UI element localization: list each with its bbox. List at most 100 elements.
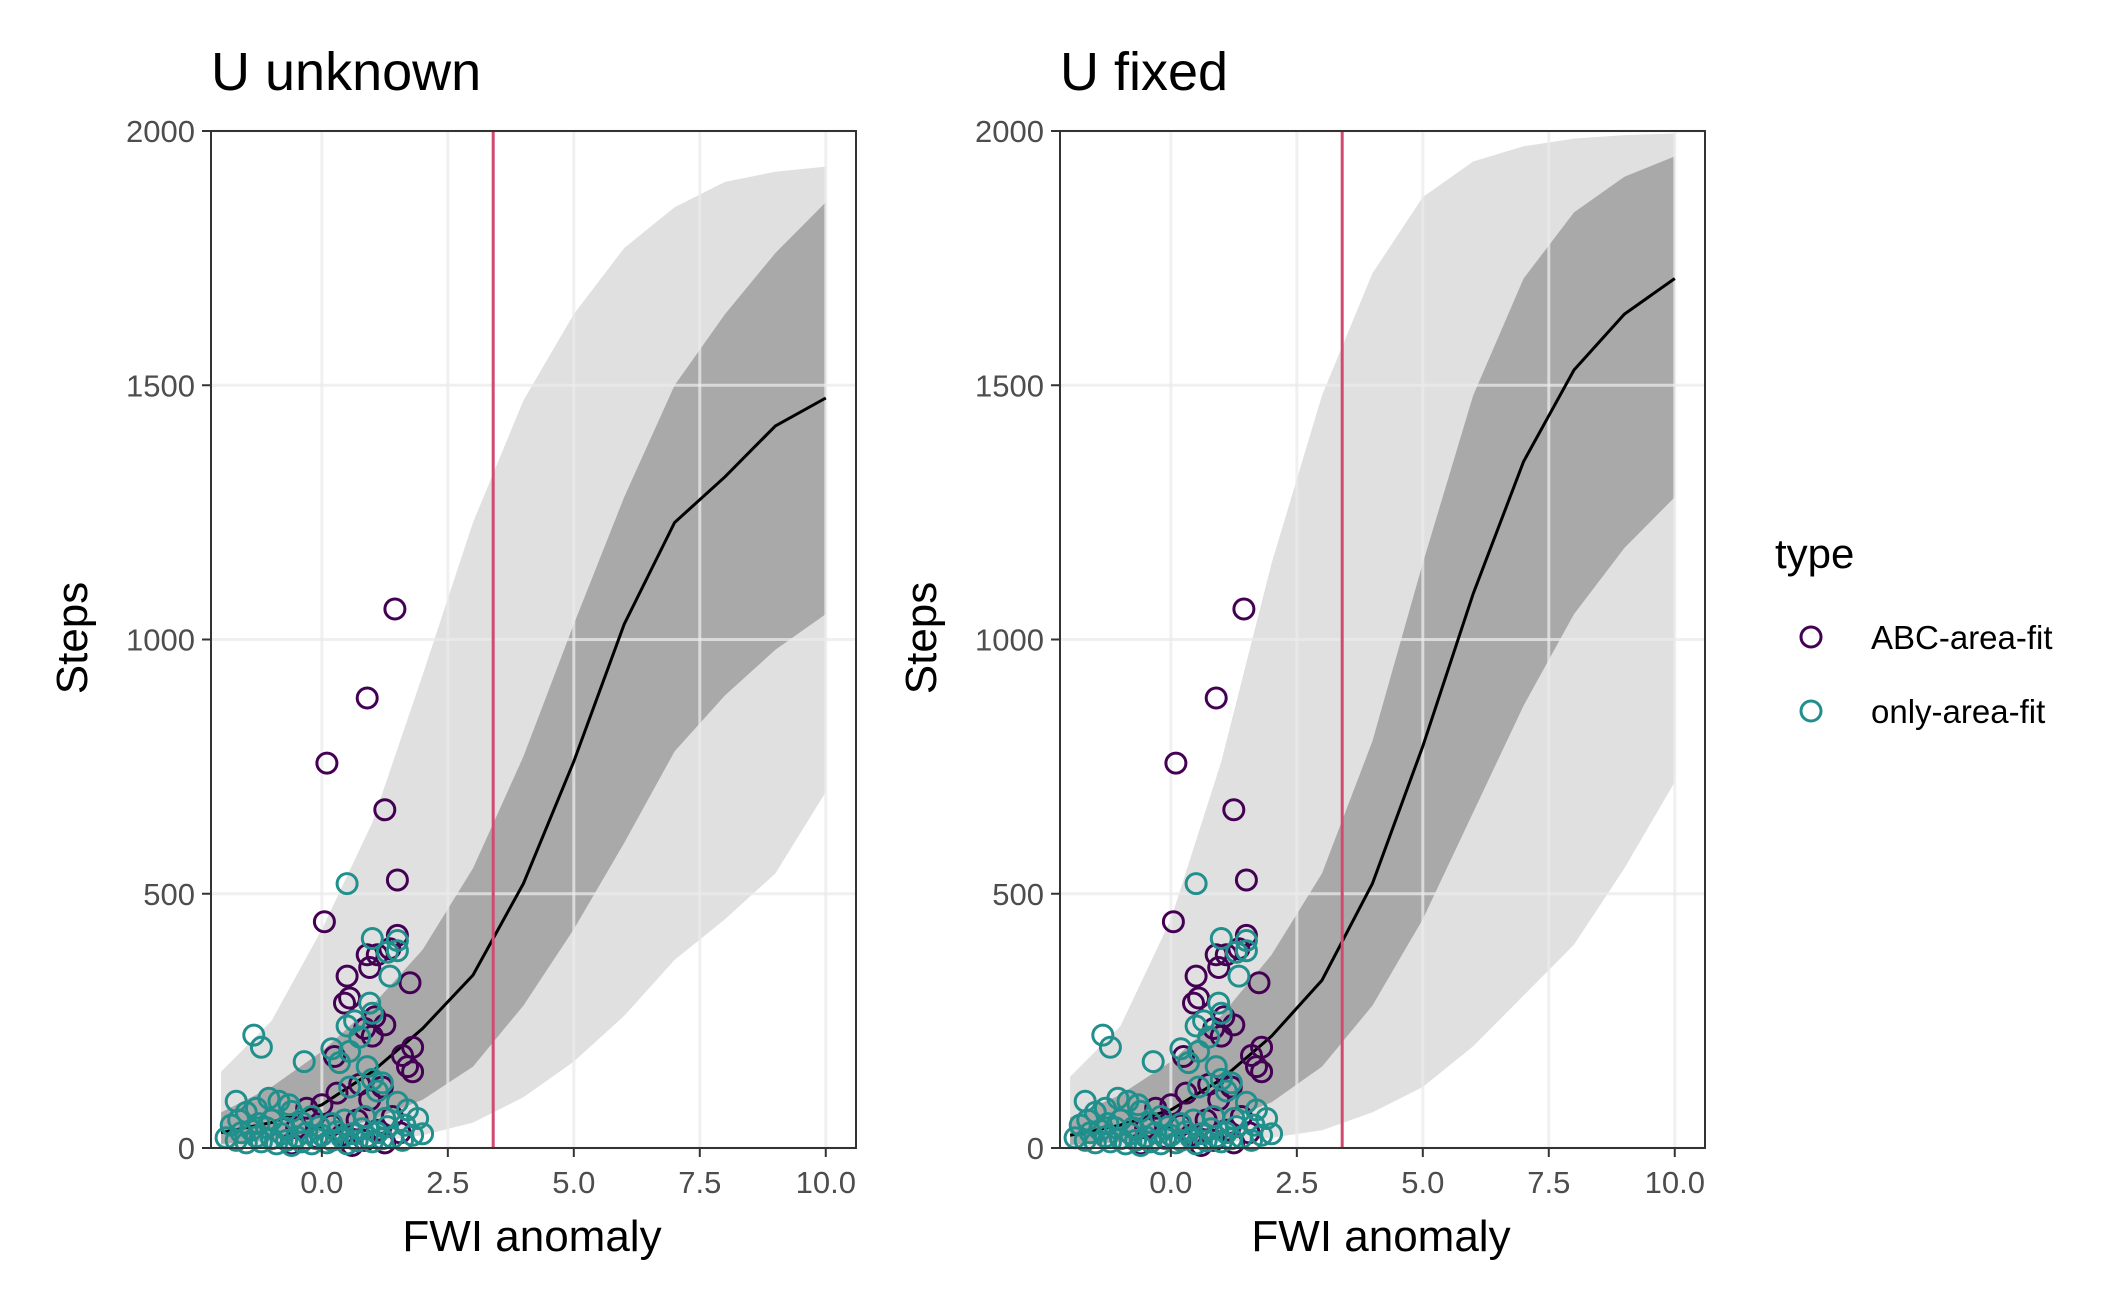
point-only-area-fit — [335, 872, 359, 896]
point-abc-area-fit — [398, 971, 422, 995]
point-only-area-fit — [406, 1107, 430, 1130]
point-abc-area-fit — [385, 868, 409, 892]
point-abc-area-fit — [1182, 991, 1205, 1015]
y-tick-label: 500 — [143, 877, 195, 912]
point-abc-area-fit — [1207, 956, 1231, 979]
point-abc-area-fit — [1222, 798, 1246, 822]
point-only-area-fit — [378, 964, 402, 988]
x-tick-label: 10.0 — [1645, 1165, 1705, 1200]
point-only-area-fit — [411, 1122, 435, 1146]
point-only-area-fit — [275, 1128, 299, 1152]
point-only-area-fit — [1091, 1023, 1115, 1047]
x-tick-label: 0.0 — [1149, 1165, 1192, 1200]
point-only-area-fit — [385, 939, 409, 963]
point-only-area-fit — [1187, 1075, 1211, 1099]
legend-title: type — [1775, 530, 1854, 577]
inner-uncertainty-band — [1070, 156, 1675, 1145]
x-axis-label: FWI anomaly — [402, 1212, 661, 1261]
point-only-area-fit — [320, 1037, 344, 1061]
point-abc-area-fit — [315, 751, 339, 775]
uncertainty-bands — [221, 166, 826, 1149]
legend-key-abc-area-fit — [1799, 625, 1823, 649]
point-only-area-fit — [244, 1096, 268, 1120]
point-only-area-fit — [1169, 1037, 1193, 1061]
point-only-area-fit — [1184, 872, 1208, 896]
point-abc-area-fit — [383, 597, 407, 621]
point-abc-area-fit — [391, 1044, 414, 1067]
point-abc-area-fit — [1209, 1024, 1233, 1048]
point-only-area-fit — [360, 927, 384, 950]
point-abc-area-fit — [1234, 868, 1258, 892]
point-only-area-fit — [355, 1055, 379, 1079]
x-tick-label: 5.0 — [552, 1165, 595, 1200]
panel-title: U unknown — [211, 42, 481, 102]
point-only-area-fit — [242, 1023, 266, 1047]
point-only-area-fit — [375, 940, 399, 964]
y-tick-label: 0 — [1027, 1131, 1044, 1166]
panel-u-fixed: U fixed 0 500 1000 1500 2000 0.0 2.5 5.0 7.5 10.0… — [897, 42, 1706, 1261]
x-axis-label: FWI anomaly — [1251, 1212, 1510, 1261]
data-points — [214, 597, 435, 1157]
x-tick-label: 5.0 — [1401, 1165, 1444, 1200]
point-only-area-fit — [1234, 939, 1258, 963]
mean-curve-group — [220, 131, 827, 1148]
point-only-area-fit — [1093, 1096, 1117, 1120]
point-abc-area-fit — [360, 1024, 384, 1048]
point-abc-area-fit — [1250, 1060, 1274, 1084]
legend-label-abc-area-fit: ABC-area-fit — [1871, 619, 2053, 656]
legend-key-only-area-fit — [1799, 699, 1823, 723]
point-only-area-fit — [1194, 1129, 1218, 1153]
point-only-area-fit — [1209, 1067, 1233, 1091]
legend-label-only-area-fit: only-area-fit — [1871, 693, 2045, 730]
point-only-area-fit — [360, 1067, 384, 1091]
panel-u-unknown: U unknown 0 500 1000 1500 2000 0.0 2.5 5.0 7.5 10… — [48, 42, 857, 1261]
y-axis-label: Steps — [48, 582, 97, 695]
point-abc-area-fit — [1184, 964, 1208, 988]
point-abc-area-fit — [1247, 971, 1271, 995]
y-tick-label: 1000 — [126, 623, 195, 658]
mean-curve-group — [1069, 131, 1676, 1148]
mean-curve — [220, 396, 827, 1135]
point-only-area-fit — [1156, 1115, 1180, 1139]
point-only-area-fit — [358, 991, 382, 1015]
point-only-area-fit — [393, 1113, 417, 1137]
y-tick-label: 2000 — [126, 114, 195, 149]
point-abc-area-fit — [1174, 1081, 1198, 1105]
point-abc-area-fit — [1240, 1044, 1263, 1067]
mean-curve — [1069, 277, 1676, 1137]
point-abc-area-fit — [396, 1055, 419, 1079]
legend: type ABC-area-fit only-area-fit — [1775, 530, 2053, 730]
point-only-area-fit — [1121, 1116, 1145, 1140]
point-only-area-fit — [1222, 1107, 1246, 1130]
y-tick-label: 1000 — [975, 623, 1044, 658]
axes: 0 500 1000 1500 2000 0.0 2.5 5.0 7.5 10.0 — [975, 114, 1706, 1200]
point-only-area-fit — [1098, 1035, 1122, 1059]
y-tick-label: 1500 — [975, 368, 1044, 403]
point-only-area-fit — [1124, 1128, 1148, 1152]
point-only-area-fit — [1207, 991, 1231, 1015]
point-abc-area-fit — [335, 964, 359, 988]
x-tick-label: 2.5 — [426, 1165, 469, 1200]
x-tick-label: 7.5 — [1527, 1165, 1570, 1200]
point-only-area-fit — [1204, 1055, 1228, 1079]
x-tick-label: 10.0 — [796, 1165, 856, 1200]
point-abc-area-fit — [325, 1081, 349, 1105]
point-only-area-fit — [307, 1115, 331, 1139]
point-only-area-fit — [1096, 1112, 1120, 1136]
point-only-area-fit — [1255, 1107, 1279, 1130]
inner-uncertainty-band — [221, 202, 826, 1144]
point-only-area-fit — [373, 1107, 397, 1130]
point-abc-area-fit — [1204, 686, 1228, 710]
y-tick-label: 1500 — [126, 368, 195, 403]
x-tick-label: 2.5 — [1275, 1165, 1318, 1200]
point-only-area-fit — [1242, 1113, 1266, 1137]
point-only-area-fit — [338, 1075, 362, 1099]
point-abc-area-fit — [401, 1060, 425, 1084]
x-tick-label: 7.5 — [678, 1165, 721, 1200]
point-only-area-fit — [1209, 927, 1233, 950]
point-only-area-fit — [292, 1050, 316, 1074]
y-axis-label: Steps — [897, 582, 946, 695]
point-only-area-fit — [328, 1051, 351, 1075]
